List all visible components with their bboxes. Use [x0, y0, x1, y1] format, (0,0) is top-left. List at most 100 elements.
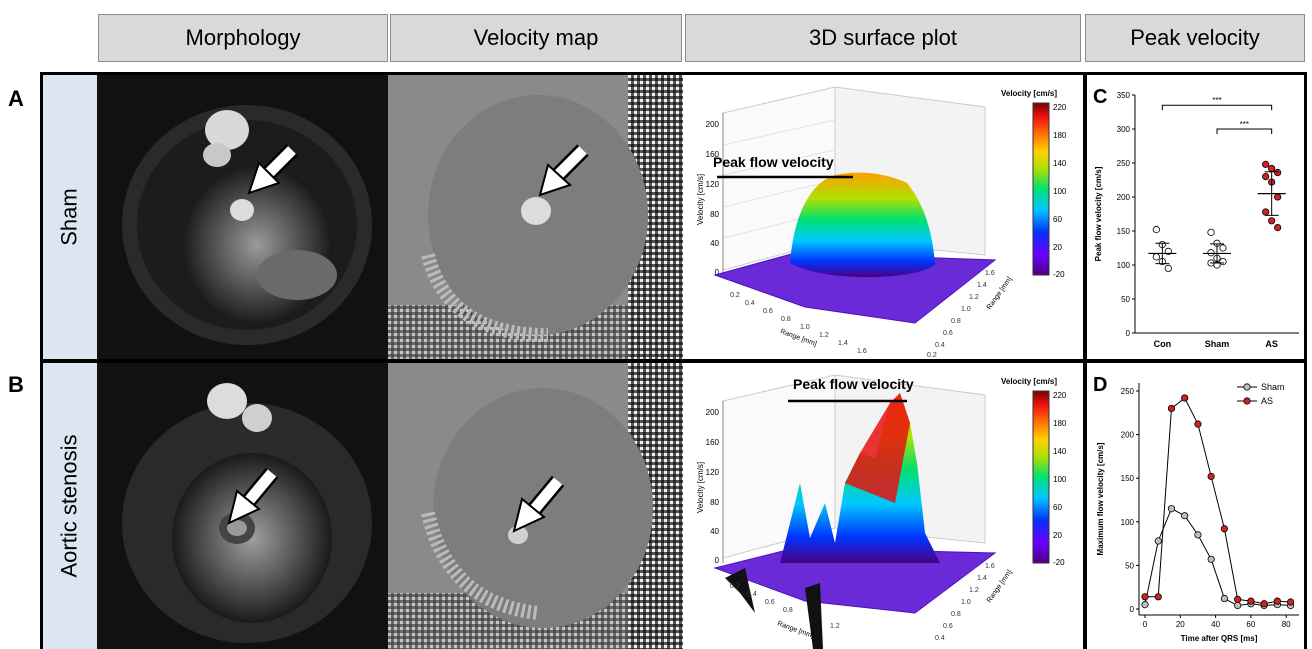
- svg-text:0.6: 0.6: [943, 330, 953, 337]
- x-tick-label-c: AS: [1265, 339, 1278, 349]
- data-point-as: [1262, 208, 1270, 216]
- data-point-sham: [1194, 531, 1202, 539]
- series-line-sham: [1144, 508, 1291, 607]
- significance-bracket: [1161, 104, 1273, 111]
- x-tick-label-d: 20: [1176, 620, 1185, 629]
- svg-text:220: 220: [1053, 391, 1067, 400]
- y-tick-label-c: 300: [1117, 125, 1131, 134]
- column-header-peak-velocity: Peak velocity: [1085, 14, 1305, 62]
- svg-text:0.4: 0.4: [745, 300, 755, 307]
- svg-text:0.4: 0.4: [935, 635, 945, 642]
- svg-text:-20: -20: [1053, 558, 1065, 567]
- y-tick-label-d: 50: [1125, 561, 1134, 570]
- y-tick-label-d: 150: [1121, 474, 1135, 483]
- y-tick-label-c: 350: [1117, 91, 1131, 100]
- y-tick-label-c: 250: [1117, 159, 1131, 168]
- series-line-as: [1145, 397, 1291, 605]
- row-letter-a: A: [8, 86, 24, 111]
- svg-text:100: 100: [1053, 475, 1067, 484]
- data-point-con: [1152, 253, 1160, 261]
- svg-text:1.4: 1.4: [838, 340, 848, 347]
- svg-text:60: 60: [1053, 503, 1062, 512]
- svg-text:0.6: 0.6: [943, 623, 953, 630]
- svg-text:0.6: 0.6: [763, 308, 773, 315]
- row-label-sham-text: Sham: [57, 188, 83, 246]
- x-tick-label-d: 80: [1282, 620, 1291, 629]
- data-point-as: [1247, 597, 1255, 605]
- svg-text:1.2: 1.2: [969, 587, 979, 594]
- panel-letter-c: C: [1093, 86, 1107, 108]
- data-point-as: [1273, 597, 1281, 605]
- svg-text:120: 120: [706, 468, 720, 477]
- data-point-as: [1262, 160, 1270, 168]
- z-axis-label-sham: Velocity [cm/s]: [696, 174, 705, 225]
- svg-text:1.2: 1.2: [819, 332, 829, 339]
- y-axis-label-sham: Range [mm]: [986, 276, 1014, 311]
- svg-text:180: 180: [1053, 131, 1067, 140]
- y-tick-label-d: 100: [1121, 518, 1135, 527]
- svg-text:140: 140: [1053, 447, 1067, 456]
- svg-text:20: 20: [1053, 531, 1062, 540]
- data-point-as: [1220, 525, 1229, 533]
- y-tick-label-d: 250: [1121, 387, 1135, 396]
- data-point-as: [1286, 598, 1295, 606]
- legend-marker-sham: [1243, 383, 1251, 391]
- svg-text:0.4: 0.4: [935, 342, 945, 349]
- data-point-as: [1268, 217, 1276, 225]
- z-axis-ticks-as: 200 160 120 80 40 0: [706, 408, 720, 565]
- svg-text:1.4: 1.4: [977, 282, 987, 289]
- svg-text:1.0: 1.0: [961, 306, 971, 313]
- data-point-as: [1260, 600, 1268, 608]
- panel-d-time-course-chart: D 0 50 100 150 200 250 0 20 40 60 80 Time after QRS …: [1087, 363, 1307, 649]
- data-point-con: [1164, 264, 1172, 272]
- surface-plot-aortic-stenosis: 200 160 120 80 40 0 Velocity [cm/s] 0.2 …: [685, 363, 1083, 649]
- column-header-velocity-map: Velocity map: [390, 14, 682, 62]
- peak-label-as: Peak flow velocity: [793, 376, 914, 392]
- svg-text:1.0: 1.0: [961, 599, 971, 606]
- svg-text:0.8: 0.8: [781, 316, 791, 323]
- z-axis-ticks-sham: 200 160 120 80 40 0: [706, 120, 720, 277]
- data-point-sham: [1141, 601, 1149, 609]
- svg-text:0.8: 0.8: [951, 318, 961, 325]
- column-header-surface-plot: 3D surface plot: [685, 14, 1081, 62]
- row-label-as-text: Aortic stenosis: [57, 434, 82, 578]
- svg-text:0.4: 0.4: [747, 591, 757, 598]
- svg-text:40: 40: [710, 527, 719, 536]
- y-tick-label-c: 150: [1117, 227, 1131, 236]
- significance-label: ***: [1212, 96, 1221, 105]
- velocity-map-image-sham: [388, 75, 683, 359]
- x-tick-label-c: Sham: [1205, 339, 1230, 349]
- colorbar-title-sham: Velocity [cm/s]: [1001, 89, 1057, 98]
- row-label-sham: Sham: [43, 75, 97, 359]
- svg-text:200: 200: [706, 408, 720, 417]
- data-point-as: [1181, 394, 1189, 402]
- z-axis-label-as: Velocity [cm/s]: [696, 462, 705, 513]
- y-tick-label-c: 100: [1117, 261, 1131, 270]
- data-point-sham: [1234, 601, 1242, 610]
- data-point-as: [1274, 168, 1282, 177]
- data-point-sham: [1220, 594, 1229, 603]
- legend-label-as: AS: [1261, 396, 1273, 406]
- column-separator: [1083, 72, 1087, 649]
- svg-text:140: 140: [1053, 159, 1067, 168]
- y-tick-label-d: 200: [1121, 431, 1135, 440]
- data-point-as: [1154, 593, 1162, 601]
- data-point-sham: [1154, 537, 1162, 545]
- svg-text:220: 220: [1053, 103, 1067, 112]
- colorbar-title-as: Velocity [cm/s]: [1001, 377, 1057, 386]
- svg-text:0.8: 0.8: [783, 607, 793, 614]
- svg-text:100: 100: [1053, 187, 1067, 196]
- svg-text:0.2: 0.2: [730, 292, 740, 299]
- peak-label-sham: Peak flow velocity: [713, 154, 834, 170]
- y-tick-label-c: 0: [1126, 329, 1131, 338]
- data-point-sham: [1207, 249, 1215, 257]
- svg-text:0.2: 0.2: [730, 583, 740, 590]
- svg-text:1.6: 1.6: [985, 270, 995, 277]
- y-axis-label-c: Peak flow velocity [cm/s]: [1094, 166, 1103, 261]
- svg-text:1.0: 1.0: [800, 324, 810, 331]
- data-point-sham: [1219, 258, 1227, 266]
- data-point-as: [1274, 224, 1282, 232]
- svg-text:80: 80: [710, 210, 719, 219]
- data-point-sham: [1181, 512, 1189, 520]
- svg-text:1.2: 1.2: [830, 623, 840, 630]
